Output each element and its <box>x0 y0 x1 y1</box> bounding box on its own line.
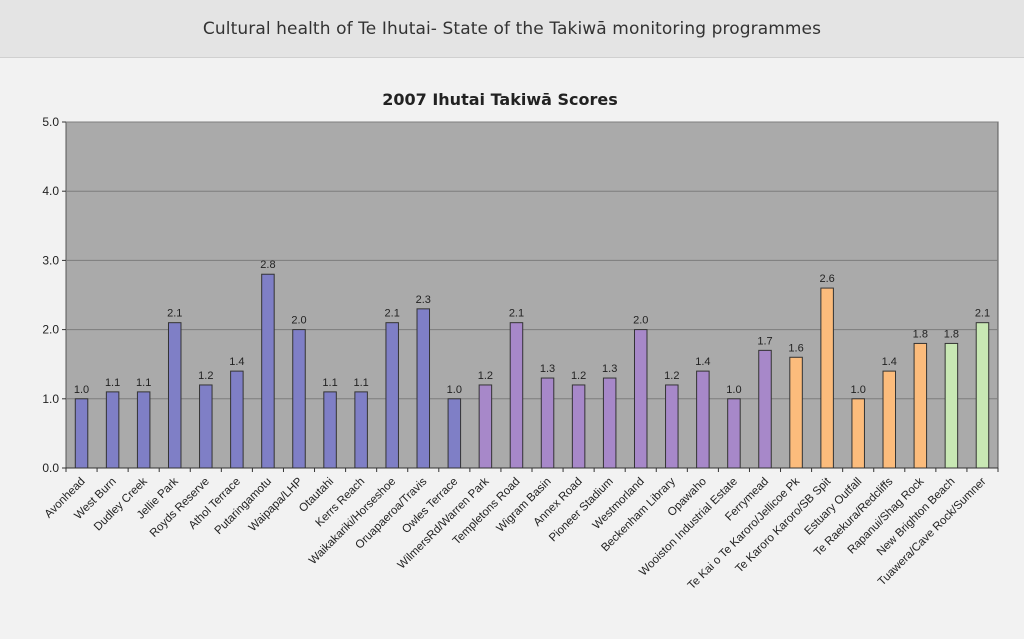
y-tick-label: 0.0 <box>42 461 59 475</box>
data-label: 1.1 <box>136 377 151 389</box>
chart-title: 2007 Ihutai Takiwā Scores <box>382 90 618 109</box>
y-tick-label: 1.0 <box>42 392 59 406</box>
bar <box>74 398 89 469</box>
data-label: 1.2 <box>571 370 586 382</box>
data-label: 1.2 <box>664 370 679 382</box>
data-label: 2.0 <box>291 315 306 327</box>
bar <box>509 322 524 469</box>
data-label: 1.1 <box>353 377 368 389</box>
page-title: Cultural health of Te Ihutai- State of t… <box>202 18 822 39</box>
bar <box>696 370 710 469</box>
data-label: 1.4 <box>229 356 244 368</box>
data-label: 1.2 <box>198 370 213 382</box>
bar <box>571 384 586 469</box>
bar <box>323 391 337 469</box>
data-label: 2.8 <box>260 259 275 271</box>
bar <box>727 398 741 469</box>
y-tick-label: 5.0 <box>42 115 59 129</box>
bar <box>230 370 244 469</box>
bar <box>820 287 834 469</box>
plot-background <box>65 121 999 469</box>
bar <box>665 384 679 469</box>
data-label: 1.8 <box>944 328 959 340</box>
data-label: 1.1 <box>322 377 337 389</box>
bar <box>789 356 803 469</box>
x-tick-label: Waipapa/LHP <box>247 475 306 534</box>
plot-area <box>65 121 999 469</box>
bar <box>199 384 213 469</box>
data-label: 2.1 <box>975 308 990 320</box>
bar <box>882 370 897 469</box>
bar <box>385 322 399 469</box>
bar <box>105 391 120 469</box>
bar <box>758 349 772 469</box>
bar <box>416 308 431 469</box>
bar <box>540 377 555 469</box>
bar <box>354 391 368 469</box>
x-tick-label: Owles Terrace <box>400 476 460 536</box>
bar-chart: 2007 Ihutai Takiwā Scores 0.0 1.0 2.0 3.0 4.… <box>42 90 999 592</box>
y-axis: 0.0 1.0 2.0 3.0 4.0 5.0 <box>42 115 66 475</box>
bar <box>975 322 990 469</box>
bar <box>167 322 182 469</box>
data-label: 1.0 <box>74 384 89 396</box>
data-label: 1.2 <box>478 370 493 382</box>
data-label: 1.0 <box>851 384 866 396</box>
data-label: 2.0 <box>633 315 648 327</box>
bar <box>478 384 493 469</box>
bar <box>851 398 865 469</box>
bar <box>913 342 928 469</box>
data-label: 1.4 <box>882 356 897 368</box>
gridlines <box>66 121 998 400</box>
chart-container: 2007 Ihutai Takiwā Scores 0.0 1.0 2.0 3.0 4.… <box>0 58 1024 639</box>
y-tick-label: 4.0 <box>42 184 59 198</box>
page-header: Cultural health of Te Ihutai- State of t… <box>0 0 1024 58</box>
bar <box>633 329 648 469</box>
y-tick-label: 3.0 <box>42 253 59 267</box>
data-label: 1.0 <box>447 384 462 396</box>
data-label: 1.4 <box>695 356 710 368</box>
data-label: 1.7 <box>757 335 772 347</box>
data-label: 2.1 <box>385 308 400 320</box>
bars <box>74 273 990 469</box>
data-labels: 1.0 1.1 1.1 2.1 1.2 1.4 2.8 2.0 1.1 1.1 2.1 2.3 1.0 1… <box>74 259 990 396</box>
bar <box>261 273 275 469</box>
x-tick-label: Wigram Basin <box>495 476 554 535</box>
data-label: 1.3 <box>540 363 555 375</box>
bar <box>447 398 462 469</box>
data-label: 1.1 <box>105 377 120 389</box>
data-label: 2.1 <box>167 308 182 320</box>
bar <box>602 377 617 469</box>
data-label: 2.3 <box>416 294 431 306</box>
data-label: 2.1 <box>509 308 524 320</box>
bar <box>136 391 151 469</box>
data-label: 1.8 <box>913 328 928 340</box>
bar <box>944 342 959 469</box>
data-label: 1.0 <box>726 384 741 396</box>
bar <box>292 329 306 469</box>
y-tick-label: 2.0 <box>42 323 59 337</box>
data-label: 1.3 <box>602 363 617 375</box>
data-label: 1.6 <box>788 342 803 354</box>
data-label: 2.6 <box>819 273 834 285</box>
